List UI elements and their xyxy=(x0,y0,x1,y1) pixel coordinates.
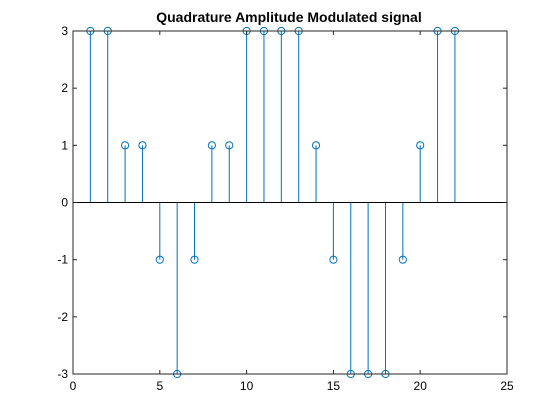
x-tick-label: 25 xyxy=(500,379,514,393)
x-tick-label: 15 xyxy=(327,379,341,393)
stem-marker xyxy=(138,141,147,150)
stem-marker xyxy=(329,255,338,264)
stem-marker xyxy=(207,141,216,150)
stem-marker xyxy=(120,141,130,150)
stem-marker xyxy=(155,255,164,264)
chart-title: Quadrature Amplitude Modulated signal xyxy=(156,9,422,25)
y-tick-label: 0 xyxy=(61,196,68,210)
y-tick-label: -3 xyxy=(57,367,68,381)
stem-marker xyxy=(398,255,407,264)
axis-tick-labels: 0 5 10 15 20 25 -3 -2 -1 0 1 2 3 xyxy=(57,24,514,393)
y-tick-label: -1 xyxy=(57,253,68,267)
stem-lines xyxy=(89,31,456,374)
y-tick-label: -2 xyxy=(57,310,68,324)
stem-marker xyxy=(416,141,425,150)
x-tick-label: 10 xyxy=(240,379,254,393)
stem-marker xyxy=(311,141,321,150)
x-tick-label: 0 xyxy=(70,379,77,393)
y-tick-label: 2 xyxy=(61,81,68,95)
y-tick-label: 1 xyxy=(61,138,68,152)
axis-ticks xyxy=(72,30,508,375)
y-tick-label: 3 xyxy=(61,24,68,38)
x-tick-label: 20 xyxy=(414,379,428,393)
x-tick-label: 5 xyxy=(156,379,163,393)
stem-marker xyxy=(225,141,234,150)
stem-marker xyxy=(190,255,199,264)
